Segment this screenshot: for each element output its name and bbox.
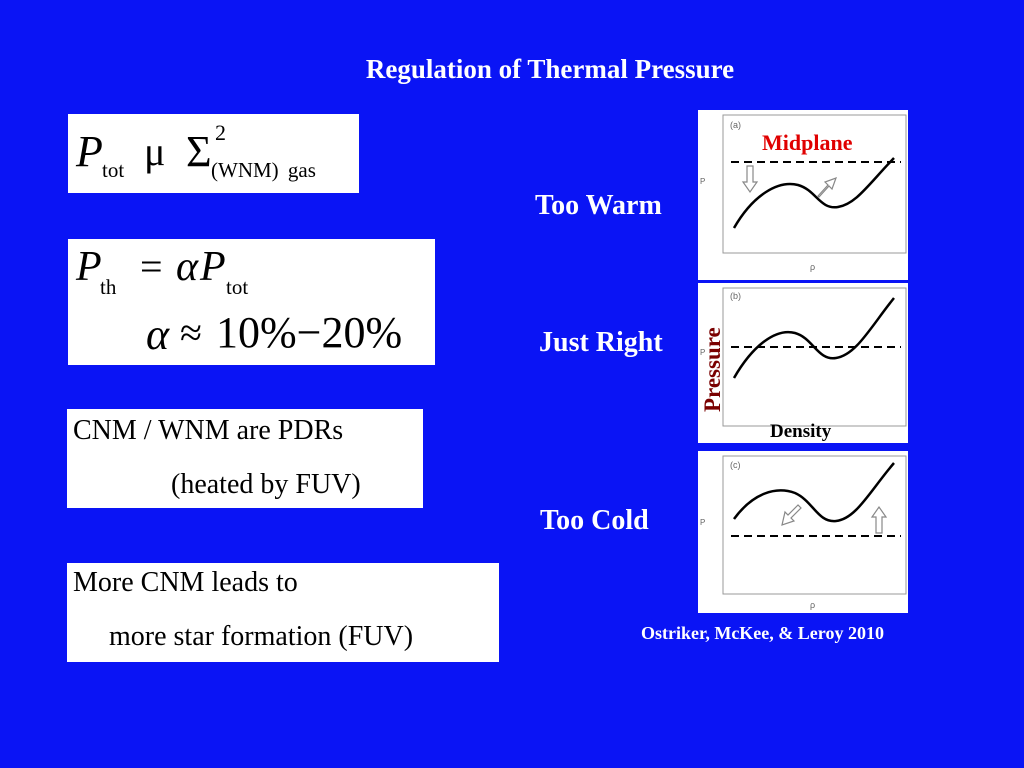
panel-a-xlabel: ρ <box>810 262 815 272</box>
thermal-pressure-symbol: P <box>76 244 102 290</box>
just-right-label: Just Right <box>539 327 663 358</box>
citation: Ostriker, McKee, & Leroy 2010 <box>641 623 884 643</box>
panel-b-curve <box>732 297 895 379</box>
alpha-range-value: 10%−20% <box>216 308 403 357</box>
slide-title: Regulation of Thermal Pressure <box>365 54 735 84</box>
pdr-note-box: CNM / WNM are PDRs (heated by FUV) <box>67 409 423 508</box>
total-pressure-symbol: P <box>200 244 226 290</box>
pressure-symbol: P <box>76 127 103 176</box>
panel-c-ylabel: P <box>700 518 705 527</box>
panel-a-frame <box>722 114 907 254</box>
thermal-pressure-equation: P th = α P tot α ≈ 10%−20% <box>68 239 435 365</box>
star-formation-note-line2: more star formation (FUV) <box>109 621 414 652</box>
panel-c-curve <box>732 462 895 523</box>
pressure-subscript: tot <box>102 158 125 182</box>
panel-b-frame <box>722 287 907 427</box>
star-formation-note-line1: More CNM leads to <box>73 567 298 598</box>
panel-too-warm: (a) P ρ <box>698 110 908 280</box>
total-pressure-equation: P tot μ Σ 2 (WNM) gas <box>68 114 359 193</box>
alpha-symbol: α <box>176 244 199 290</box>
sigma-subscript: (WNM) gas <box>211 158 316 182</box>
too-cold-label: Too Cold <box>540 505 649 536</box>
panel-a-up-arrow <box>817 176 838 198</box>
panel-a-ylabel: P <box>700 177 705 186</box>
pdr-note-line1: CNM / WNM are PDRs <box>73 415 344 446</box>
panel-c-xlabel: ρ <box>810 600 815 610</box>
panel-c-plot: (c) P ρ <box>700 455 907 610</box>
panel-b-ylabel: P <box>700 348 705 357</box>
panel-b-tag: (b) <box>730 291 741 301</box>
panel-a-curve <box>732 157 895 229</box>
pdr-note-line2: (heated by FUV) <box>171 469 361 500</box>
sigma-symbol: Σ <box>186 127 212 176</box>
sigma-superscript: 2 <box>215 120 226 145</box>
approx-sign: ≈ <box>180 310 202 355</box>
alpha-range-symbol: α <box>146 310 170 359</box>
midplane-label: Midplane <box>762 130 853 155</box>
panel-c-tag: (c) <box>730 460 741 470</box>
star-formation-note-box: More CNM leads to more star formation (F… <box>67 563 499 662</box>
panel-b-plot: (b) P <box>700 287 907 427</box>
panel-c-up-arrow <box>870 505 888 534</box>
proportional-symbol: μ <box>144 129 166 174</box>
panel-just-right: (b) P <box>698 283 908 443</box>
total-pressure-subscript: tot <box>226 275 249 299</box>
panel-c-frame <box>722 455 907 595</box>
panel-a-tag: (a) <box>730 120 741 130</box>
panel-c-down-arrow <box>781 504 802 526</box>
too-warm-label: Too Warm <box>535 190 662 221</box>
pressure-axis-label: Pressure <box>700 327 725 412</box>
equals-sign: = <box>140 244 163 289</box>
panel-a-plot: (a) P ρ <box>700 114 907 272</box>
panel-too-cold: (c) P ρ <box>698 451 908 613</box>
panel-a-down-arrow <box>741 165 759 194</box>
thermal-pressure-subscript: th <box>100 275 117 299</box>
density-axis-label: Density <box>770 421 832 442</box>
